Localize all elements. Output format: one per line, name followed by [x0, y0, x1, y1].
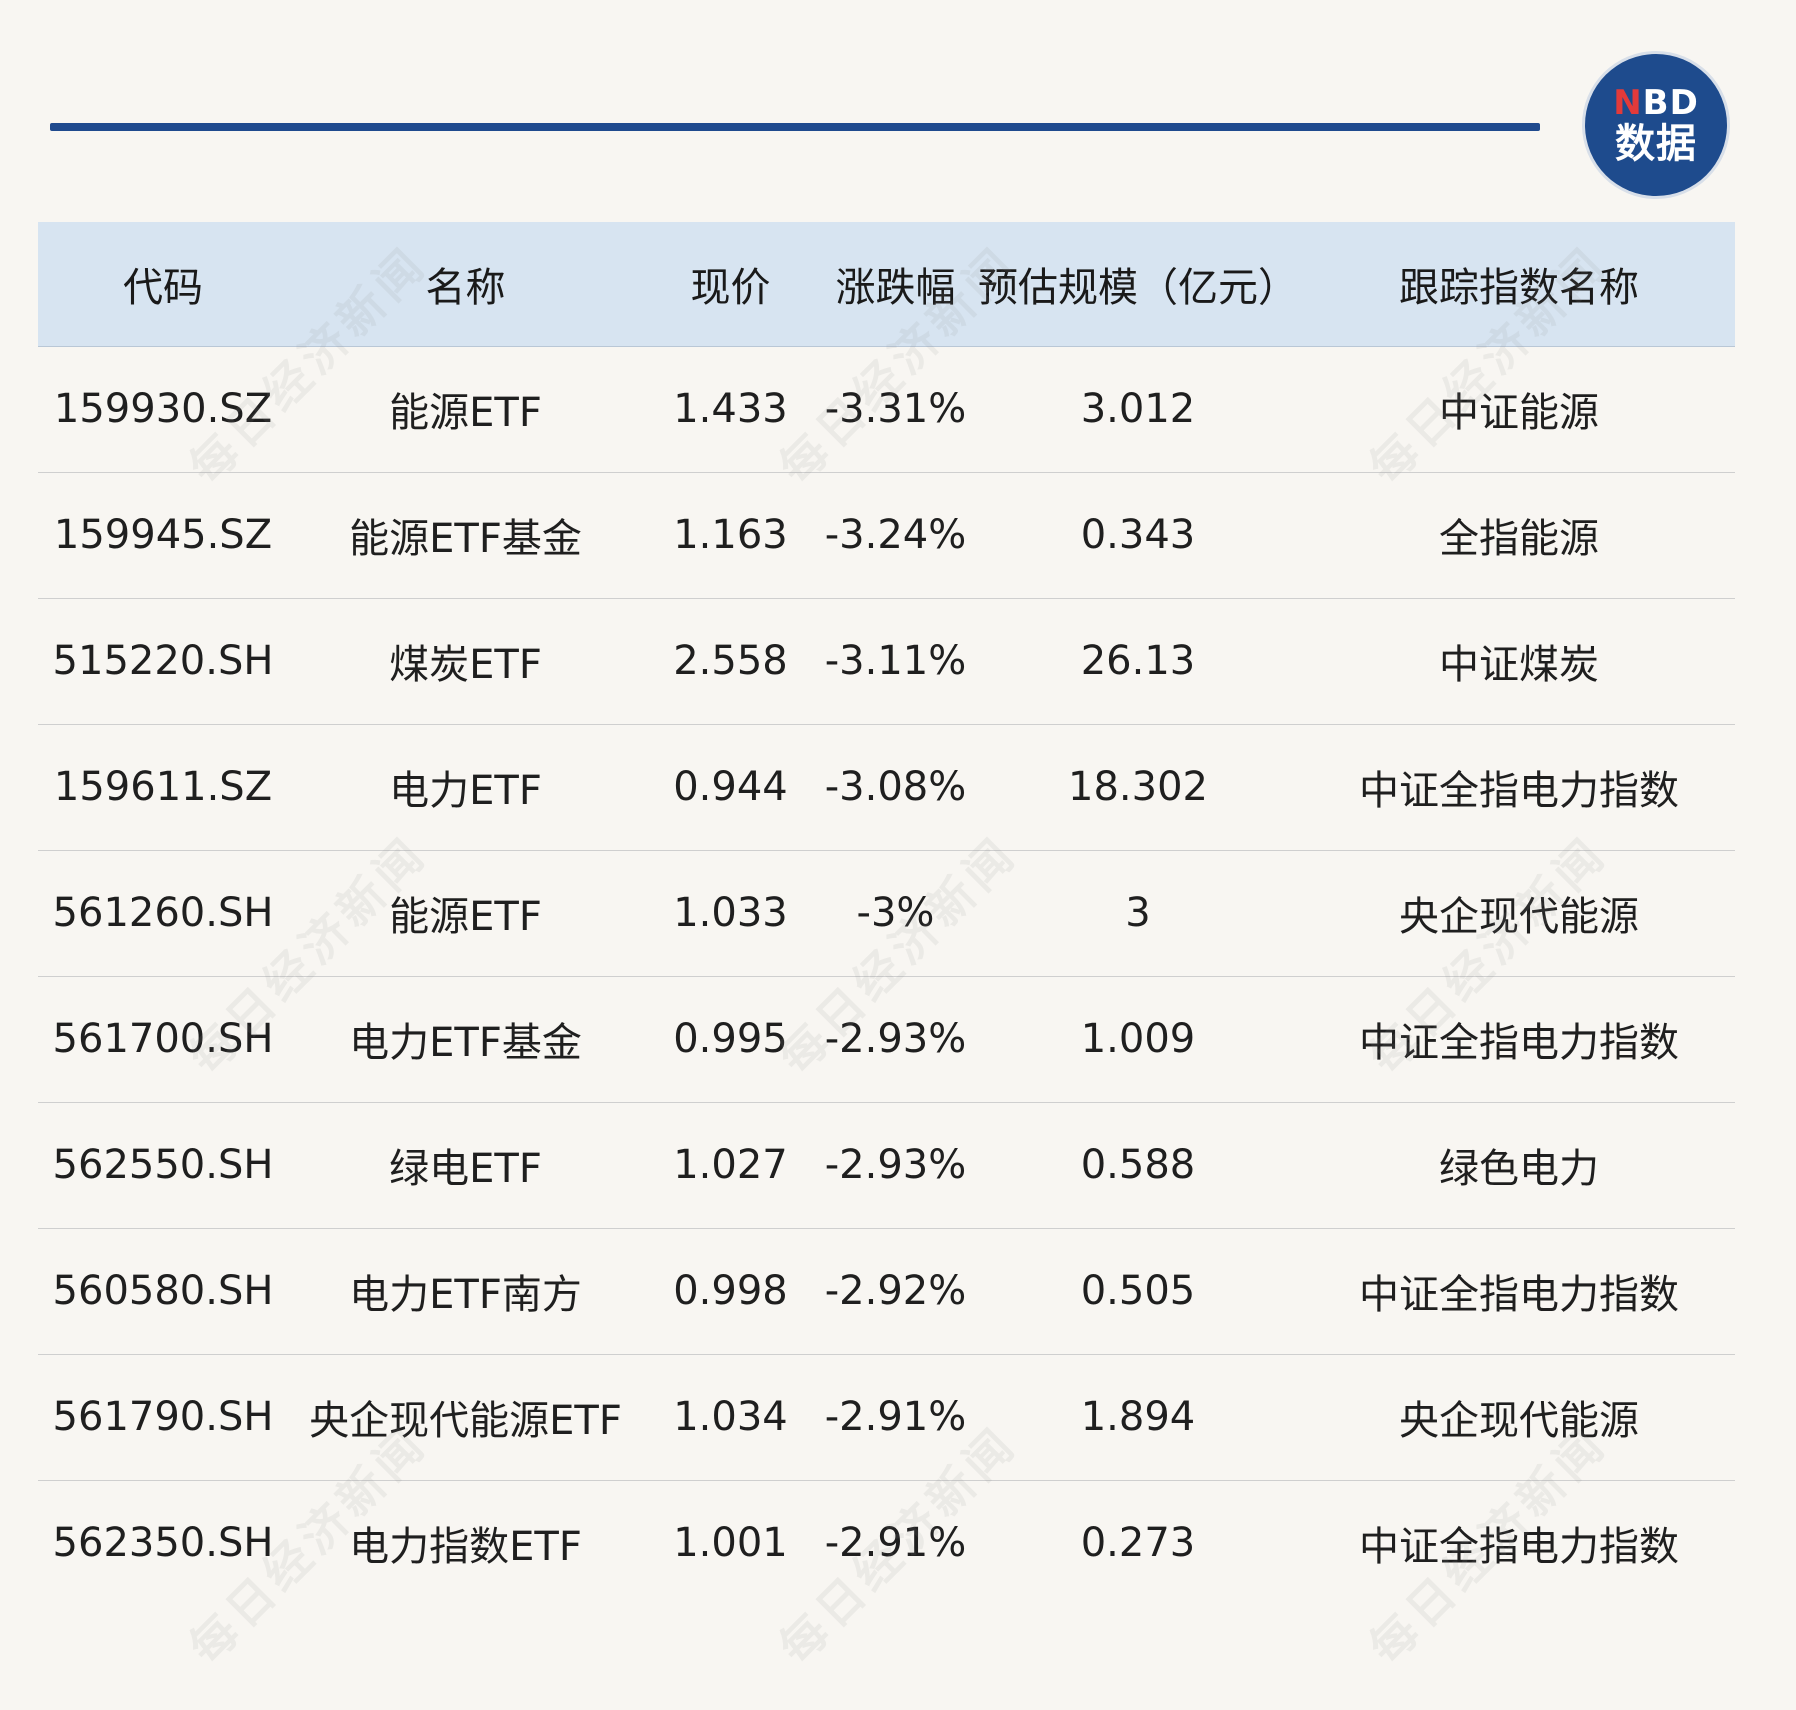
nbd-logo: NBD 数据: [1585, 54, 1727, 196]
cell-change: -2.91%: [824, 1394, 967, 1440]
cell-change: -2.91%: [824, 1520, 967, 1567]
cell-index: 央企现代能源: [1399, 1398, 1639, 1444]
cell-code: 561260.SH: [52, 890, 274, 936]
cell-index: 中证全指电力指数: [1359, 1020, 1679, 1066]
cell-name: 电力ETF: [389, 768, 542, 814]
column-header-code: 代码: [123, 264, 203, 311]
column-header-change: 涨跌幅: [835, 264, 956, 311]
cell-index: 绿色电力: [1439, 1146, 1599, 1192]
cell-price: 0.995: [673, 1016, 788, 1062]
column-header-size: 预估规模（亿元）: [978, 264, 1298, 311]
cell-size: 3: [1125, 890, 1151, 936]
cell-change: -2.92%: [824, 1268, 967, 1314]
table-body: 159930.SZ 能源ETF 1.433 -3.31% 3.012 中证能源 159945…: [38, 346, 1735, 1606]
cell-code: 515220.SH: [52, 638, 274, 684]
cell-size: 0.588: [1080, 1142, 1196, 1188]
table-row: 159945.SZ 能源ETF基金 1.163 -3.24% 0.343 全指能源: [38, 472, 1735, 598]
logo-bottom-text: 数据: [1615, 121, 1697, 167]
cell-size: 1.894: [1080, 1394, 1196, 1440]
cell-code: 562550.SH: [52, 1142, 274, 1188]
cell-code: 159945.SZ: [53, 512, 273, 558]
cell-name: 能源ETF: [389, 390, 542, 436]
etf-table-container: 代码 名称 现价 涨跌幅 预估规模（亿元） 跟踪指数名称 159930.SZ 能源…: [38, 222, 1735, 1606]
cell-price: 1.163: [673, 512, 788, 558]
cell-size: 0.343: [1080, 512, 1196, 558]
logo-top-text: NBD: [1613, 83, 1699, 123]
cell-index: 中证全指电力指数: [1359, 1524, 1679, 1571]
table-row: 562350.SH 电力指数ETF 1.001 -2.91% 0.273 中证全指电力指数: [38, 1480, 1735, 1606]
table-header: 代码 名称 现价 涨跌幅 预估规模（亿元） 跟踪指数名称: [38, 222, 1735, 346]
cell-index: 中证全指电力指数: [1359, 1272, 1679, 1318]
cell-size: 0.273: [1080, 1520, 1196, 1567]
cell-index: 中证全指电力指数: [1359, 768, 1679, 814]
cell-code: 159611.SZ: [53, 764, 273, 810]
cell-name: 能源ETF基金: [349, 516, 582, 562]
table-row: 561700.SH 电力ETF基金 0.995 -2.93% 1.009 中证全指电力指数: [38, 976, 1735, 1102]
cell-code: 561700.SH: [52, 1016, 274, 1062]
cell-change: -3.31%: [824, 386, 967, 432]
table-header-row: 代码 名称 现价 涨跌幅 预估规模（亿元） 跟踪指数名称: [38, 222, 1735, 346]
table-row: 560580.SH 电力ETF南方 0.998 -2.92% 0.505 中证全指电力指数: [38, 1228, 1735, 1354]
cell-index: 央企现代能源: [1399, 894, 1639, 940]
cell-price: 0.998: [673, 1268, 788, 1314]
cell-price: 0.944: [673, 764, 788, 810]
cell-price: 1.001: [673, 1520, 788, 1567]
cell-price: 1.433: [673, 386, 788, 432]
cell-change: -2.93%: [824, 1016, 967, 1062]
cell-name: 煤炭ETF: [389, 642, 542, 688]
table-row: 562550.SH 绿电ETF 1.027 -2.93% 0.588 绿色电力: [38, 1102, 1735, 1228]
cell-price: 1.034: [673, 1394, 788, 1440]
cell-size: 3.012: [1080, 386, 1196, 432]
cell-change: -2.93%: [824, 1142, 967, 1188]
cell-size: 18.302: [1068, 764, 1208, 810]
column-header-index: 跟踪指数名称: [1399, 264, 1639, 311]
cell-name: 电力指数ETF: [349, 1524, 582, 1571]
cell-price: 1.033: [673, 890, 788, 936]
column-header-price: 现价: [690, 264, 771, 311]
table-row: 561260.SH 能源ETF 1.033 -3% 3 央企现代能源: [38, 850, 1735, 976]
cell-code: 560580.SH: [52, 1268, 274, 1314]
cell-index: 中证煤炭: [1439, 642, 1599, 688]
cell-index: 中证能源: [1439, 390, 1599, 436]
cell-name: 电力ETF基金: [349, 1020, 582, 1066]
cell-change: -3.11%: [824, 638, 967, 684]
cell-change: -3.24%: [824, 512, 967, 558]
column-header-name: 名称: [425, 264, 506, 311]
cell-size: 1.009: [1080, 1016, 1196, 1062]
table-row: 159611.SZ 电力ETF 0.944 -3.08% 18.302 中证全指电力指数: [38, 724, 1735, 850]
cell-size: 26.13: [1080, 638, 1196, 684]
cell-name: 央企现代能源ETF: [309, 1398, 622, 1444]
cell-name: 绿电ETF: [389, 1146, 542, 1192]
cell-name: 能源ETF: [389, 894, 542, 940]
table-row: 159930.SZ 能源ETF 1.433 -3.31% 3.012 中证能源: [38, 346, 1735, 472]
etf-table: 代码 名称 现价 涨跌幅 预估规模（亿元） 跟踪指数名称 159930.SZ 能源…: [38, 222, 1735, 1606]
cell-code: 561790.SH: [52, 1394, 274, 1440]
cell-size: 0.505: [1080, 1268, 1196, 1314]
cell-name: 电力ETF南方: [349, 1272, 582, 1318]
top-accent-rule: [50, 123, 1540, 131]
cell-price: 2.558: [673, 638, 788, 684]
cell-code: 562350.SH: [52, 1520, 274, 1567]
table-row: 561790.SH 央企现代能源ETF 1.034 -2.91% 1.894 央企现代能源: [38, 1354, 1735, 1480]
cell-change: -3%: [856, 890, 935, 936]
table-row: 515220.SH 煤炭ETF 2.558 -3.11% 26.13 中证煤炭: [38, 598, 1735, 724]
cell-code: 159930.SZ: [53, 386, 273, 432]
cell-change: -3.08%: [824, 764, 967, 810]
cell-index: 全指能源: [1439, 516, 1599, 562]
cell-price: 1.027: [673, 1142, 788, 1188]
